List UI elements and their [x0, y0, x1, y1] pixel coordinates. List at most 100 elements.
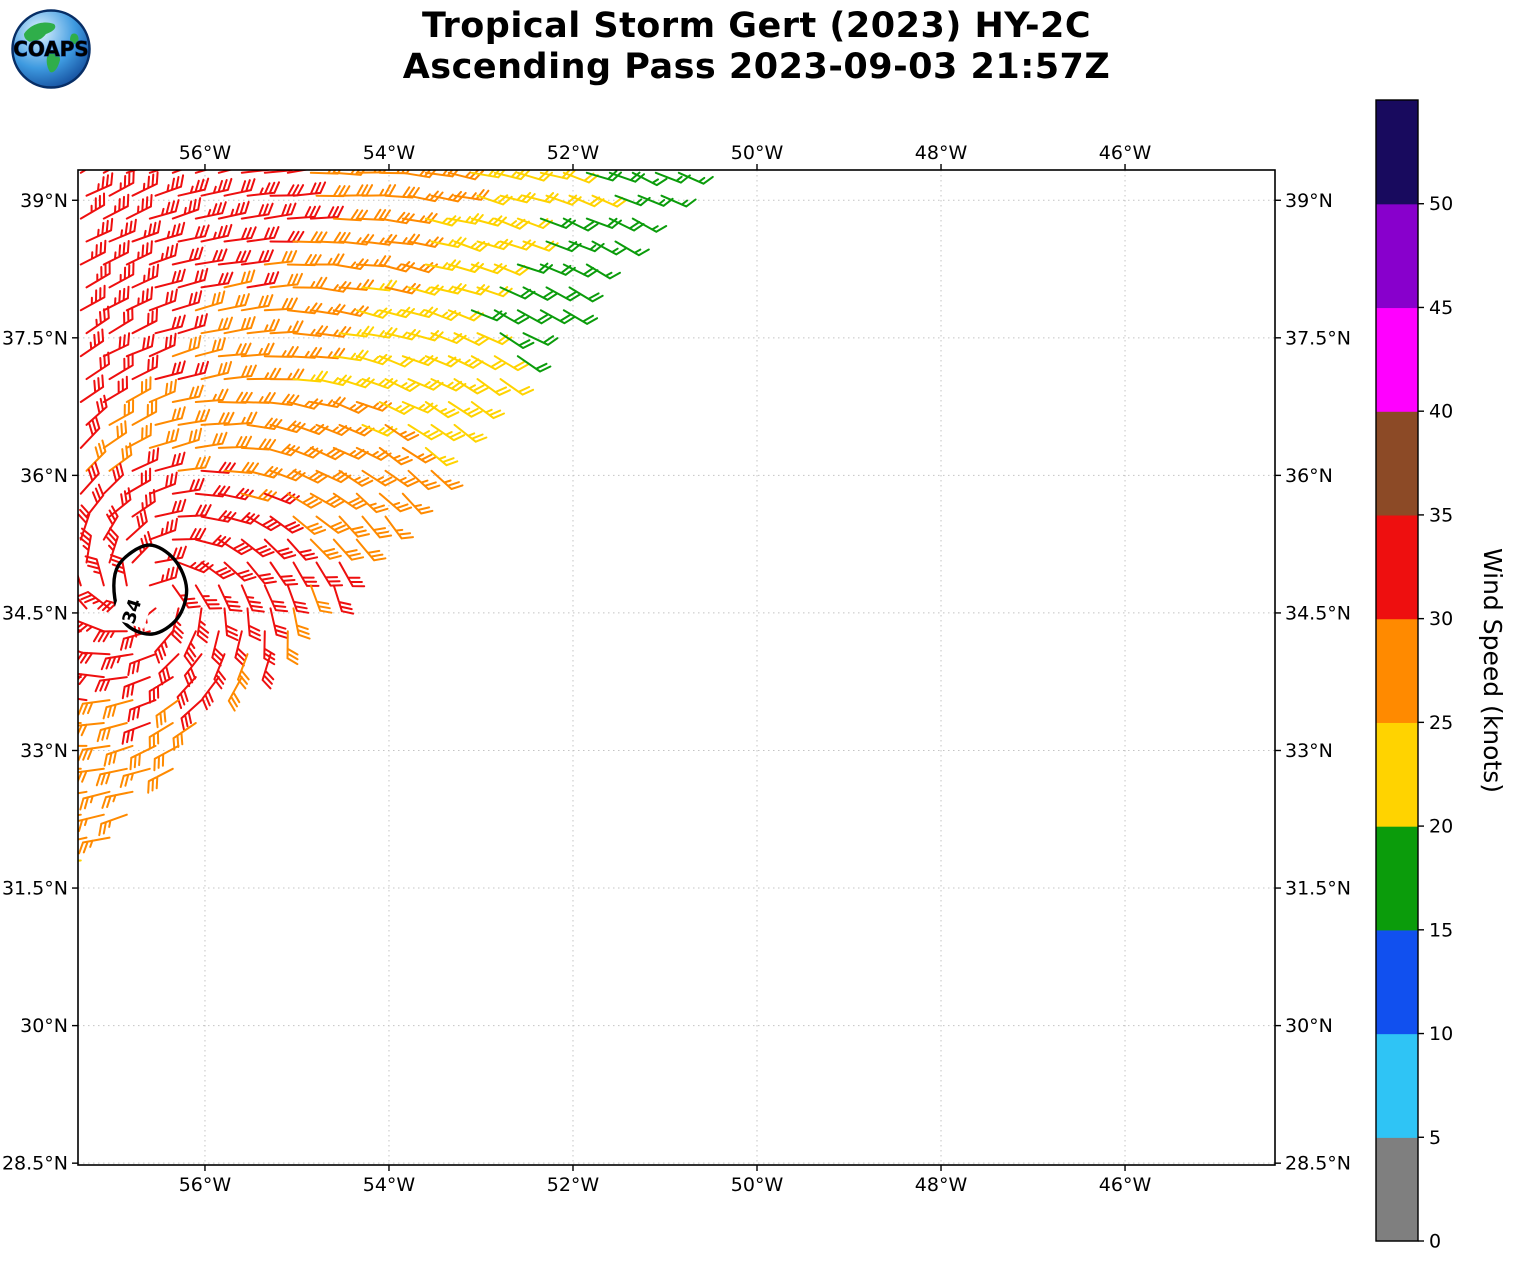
wind-barb — [154, 498, 187, 518]
wind-barb — [79, 284, 106, 312]
wind-barb — [355, 170, 387, 174]
wind-barb — [585, 217, 622, 229]
wind-barb — [154, 360, 186, 381]
wind-barb — [401, 170, 437, 179]
wind-barb — [286, 302, 323, 315]
wind-barb — [79, 416, 101, 449]
wind-barb — [355, 400, 392, 412]
wind-barb — [125, 376, 152, 403]
x-tick-label-bottom: 52°W — [547, 1174, 600, 1196]
wind-barb — [286, 630, 299, 666]
wind-barb — [447, 401, 483, 418]
wind-barb — [269, 607, 289, 640]
wind-barb — [309, 492, 346, 508]
wind-barb — [522, 286, 559, 301]
wind-barb — [246, 318, 280, 335]
wind-barb — [147, 767, 174, 794]
wind-barb — [401, 355, 438, 367]
wind-barb — [240, 249, 274, 266]
wind-barb — [384, 515, 414, 540]
wind-barb — [476, 378, 511, 396]
wind-barb — [261, 653, 275, 690]
wind-barb — [85, 483, 105, 518]
wind-barb — [292, 325, 329, 337]
wind-barb — [131, 220, 161, 243]
wind-barb — [78, 675, 82, 679]
wind-barb — [127, 699, 157, 723]
y-tick-label-right: 33°N — [1285, 740, 1333, 762]
wind-barb — [131, 489, 156, 518]
wind-barb — [562, 309, 599, 325]
x-tick-label-bottom: 48°W — [915, 1174, 968, 1196]
wind-barb — [129, 744, 157, 771]
globe-land-north — [24, 22, 56, 42]
wind-barb — [309, 347, 346, 360]
x-tick-label-top: 50°W — [731, 142, 784, 164]
wind-barb — [201, 676, 220, 711]
wind-barb — [361, 184, 397, 197]
wind-barb — [79, 790, 111, 811]
wind-barb — [102, 462, 124, 495]
wind-barb — [101, 790, 134, 809]
wind-barb — [286, 398, 323, 410]
wind-barb — [217, 435, 253, 449]
wind-barb — [108, 352, 134, 381]
wind-barb — [263, 297, 298, 312]
wind-barb — [148, 517, 178, 541]
wind-barb — [180, 699, 203, 731]
wind-barb — [476, 194, 513, 206]
coaps-logo-text: COAPS — [13, 37, 89, 61]
wind-barb — [407, 423, 443, 441]
wind-barb — [286, 538, 319, 561]
wind-barb — [269, 468, 306, 482]
wind-barb — [217, 342, 252, 358]
wind-barb — [177, 560, 214, 574]
wind-barb — [79, 192, 106, 220]
x-tick-label-bottom: 54°W — [363, 1174, 416, 1196]
wind-barb — [355, 307, 392, 319]
wind-barb — [453, 240, 490, 252]
wind-barb — [108, 218, 137, 243]
wind-barb — [120, 630, 151, 651]
wind-barb — [217, 487, 254, 501]
y-tick-label-left: 28.5°N — [2, 1153, 68, 1175]
x-tick-label-bottom: 50°W — [731, 1174, 784, 1196]
wind-barb — [96, 722, 128, 743]
wind-barb — [125, 194, 153, 220]
wind-barb — [338, 561, 366, 588]
wind-barb — [177, 267, 209, 289]
wind-barb — [240, 294, 274, 312]
wind-barb — [176, 676, 197, 710]
wind-barb — [194, 584, 223, 610]
wind-barb — [545, 286, 581, 302]
wind-barb — [131, 263, 160, 289]
wind-barb — [401, 401, 438, 414]
wind-barb — [177, 408, 211, 426]
wind-barb — [223, 607, 239, 641]
wind-barb — [148, 243, 179, 266]
wind-barb — [470, 401, 505, 420]
wind-barb — [292, 515, 327, 535]
wind-barb — [447, 213, 484, 225]
wind-barb — [78, 836, 111, 855]
wind-barb — [470, 263, 507, 275]
wind-barb — [79, 170, 88, 174]
wind-barb — [171, 197, 202, 220]
wind-barb — [85, 261, 111, 289]
y-tick-label-right: 31.5°N — [1285, 878, 1351, 900]
wind-barb — [591, 240, 628, 256]
wind-barb — [476, 238, 513, 251]
contour-label-box — [111, 593, 152, 629]
wind-barb — [194, 290, 226, 312]
wind-barb — [424, 215, 461, 227]
colorbar-tick-label: 50 — [1429, 193, 1453, 215]
wind-barb — [338, 279, 375, 291]
wind-barb — [154, 451, 186, 472]
wind-barb — [447, 355, 484, 369]
wind-barb — [148, 676, 174, 704]
wind-barb — [286, 492, 322, 509]
wind-barb — [361, 327, 398, 339]
wind-barb — [200, 223, 233, 243]
wind-barb — [568, 286, 604, 303]
wind-barb — [499, 239, 536, 251]
